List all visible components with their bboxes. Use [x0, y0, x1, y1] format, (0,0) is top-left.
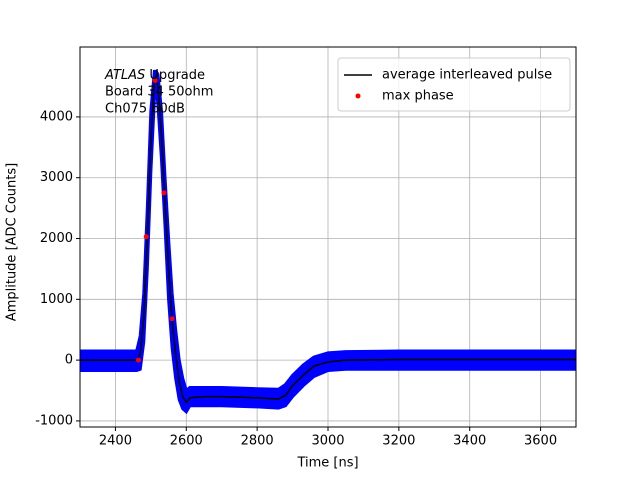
- x-tick-label: 2600: [170, 434, 203, 449]
- x-axis-label: Time [ns]: [296, 456, 358, 471]
- legend-label: average interleaved pulse: [382, 68, 552, 83]
- x-tick-label: 3400: [453, 434, 486, 449]
- x-tick-label: 3000: [311, 434, 344, 449]
- annotation-line: Ch075 60dB: [105, 102, 185, 117]
- annotation: ATLAS Upgrade: [104, 68, 205, 83]
- x-tick-label: 2800: [241, 434, 274, 449]
- max-phase-point: [161, 190, 167, 196]
- max-phase-point: [143, 234, 149, 240]
- y-axis-label: Amplitude [ADC Counts]: [5, 163, 20, 321]
- data-band: [80, 69, 576, 415]
- x-tick-label: 2400: [99, 434, 132, 449]
- legend-swatch: [355, 93, 361, 99]
- x-tick-label: 3600: [524, 434, 557, 449]
- legend-box: [337, 57, 571, 112]
- x-tick-label: 3200: [382, 434, 415, 449]
- max-phase-point: [135, 357, 141, 363]
- y-tick-label: 0: [65, 353, 73, 368]
- legend: average interleaved pulse max phase: [337, 57, 571, 112]
- average-line: [80, 72, 576, 405]
- y-tick-label: 3000: [40, 170, 73, 185]
- annotation-line: Board 34 50ohm: [105, 85, 213, 100]
- annotation-line: Upgrade: [149, 68, 205, 83]
- max-phase-point: [169, 316, 175, 322]
- y-tick-label: -1000: [35, 413, 73, 428]
- legend-label: max phase: [382, 89, 454, 104]
- annotation-italic: ATLAS: [104, 68, 145, 83]
- y-tick-label: 1000: [40, 292, 73, 307]
- max-phase-point: [152, 77, 158, 83]
- y-tick-label: 4000: [40, 109, 73, 124]
- y-tick-label: 2000: [40, 231, 73, 246]
